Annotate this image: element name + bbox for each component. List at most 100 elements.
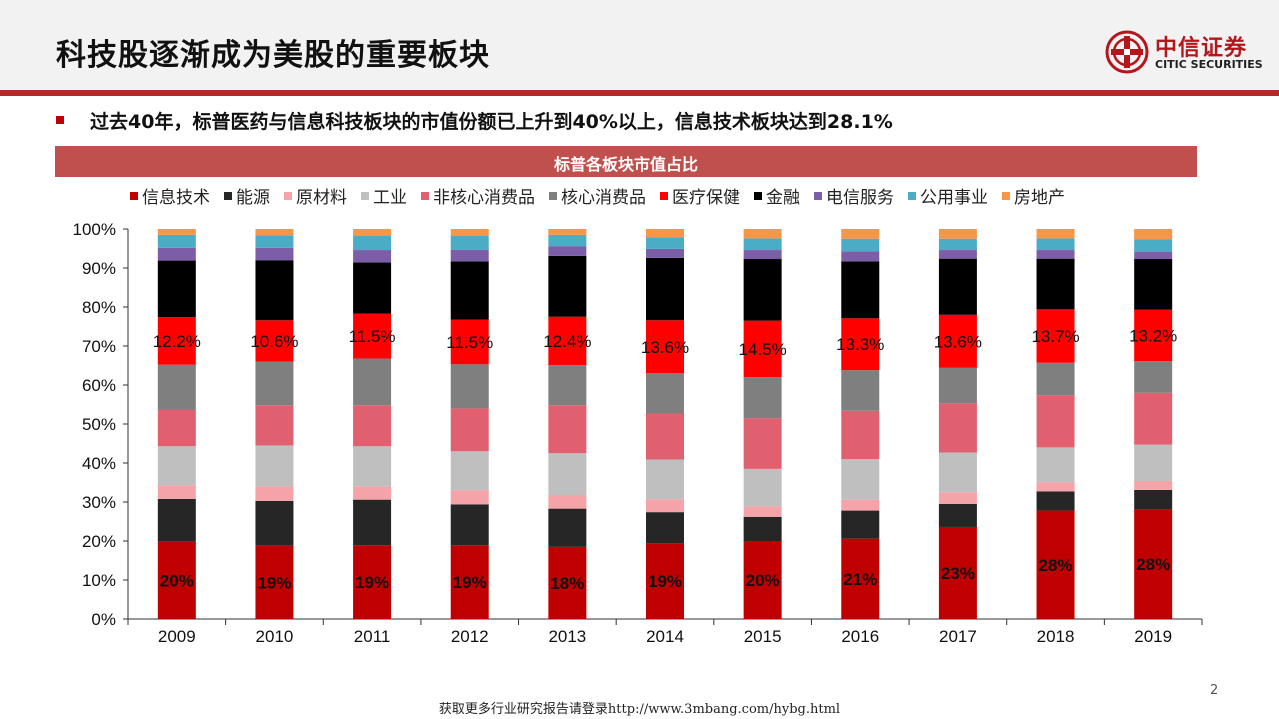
bar-segment-2013-10 <box>548 229 587 235</box>
legend-swatch-7 <box>754 192 762 200</box>
bar-segment-2016-5 <box>841 370 880 411</box>
logo-text-en: CITIC SECURITIES <box>1155 58 1263 71</box>
bar-segment-2012-0 <box>450 545 489 619</box>
bar-segment-2019-7 <box>1134 259 1173 310</box>
bar-segment-2015-10 <box>743 229 782 239</box>
bar-segment-2016-6 <box>841 318 880 371</box>
bar-segment-2009-7 <box>157 260 196 318</box>
footer-source-link[interactable]: 获取更多行业研究报告请登录http://www.3mbang.com/hybg.… <box>438 702 841 717</box>
bar-segment-2010-0 <box>255 545 294 619</box>
bar-segment-2016-2 <box>841 499 880 511</box>
bar-segment-2017-2 <box>938 492 977 504</box>
data-label-2018-6: 13.7% <box>1031 327 1079 346</box>
citic-logo: 中信证券 CITIC SECURITIES <box>1105 28 1265 78</box>
bar-segment-2015-7 <box>743 259 782 321</box>
bar-segment-2019-5 <box>1134 361 1173 393</box>
bar-segment-2010-9 <box>255 235 294 248</box>
bar-segment-2012-9 <box>450 236 489 250</box>
legend-label-7: 金融 <box>766 188 800 207</box>
bar-segment-2010-10 <box>255 229 294 236</box>
x-tick-label-2015: 2015 <box>744 627 782 646</box>
bar-segment-2013-6 <box>548 316 587 366</box>
legend-label-8: 电信服务 <box>826 188 894 207</box>
bar-segment-2014-10 <box>646 229 684 238</box>
bar-segment-2009-0 <box>157 541 196 619</box>
y-tick-label-9: 90% <box>82 259 116 278</box>
legend-label-1: 能源 <box>236 188 270 207</box>
bar-segment-2019-2 <box>1134 480 1173 490</box>
bar-segment-2014-9 <box>646 237 684 249</box>
bar-segment-2015-6 <box>743 320 782 378</box>
bar-segment-2013-3 <box>548 453 587 495</box>
bar-segment-2009-1 <box>157 498 196 542</box>
bar-segment-2010-1 <box>255 500 294 546</box>
bar-segment-2013-8 <box>548 246 587 256</box>
data-label-2015-6: 14.5% <box>739 340 787 359</box>
data-label-2017-0: 23% <box>941 564 975 583</box>
bar-segment-2011-1 <box>353 499 392 546</box>
bar-segment-2014-1 <box>646 512 684 544</box>
bar-segment-2013-0 <box>548 546 587 619</box>
legend-label-10: 房地产 <box>1014 188 1065 207</box>
y-tick-label-10: 100% <box>73 220 116 239</box>
bar-segment-2011-8 <box>353 250 392 263</box>
chart-title: 标普各板块市值占比 <box>553 155 698 174</box>
bar-segment-2017-3 <box>938 452 977 493</box>
bar-segment-2018-0 <box>1036 510 1075 619</box>
bar-segment-2017-9 <box>938 238 977 251</box>
data-label-2017-6: 13.6% <box>934 332 982 351</box>
bar-segment-2009-9 <box>157 234 196 248</box>
legend-swatch-2 <box>284 192 292 200</box>
bar-segment-2015-8 <box>743 250 782 260</box>
data-label-2010-6: 10.6% <box>250 332 298 351</box>
bar-segment-2015-2 <box>743 506 782 517</box>
bar-segment-2019-8 <box>1134 252 1173 260</box>
bar-segment-2013-7 <box>548 255 587 317</box>
bar-segment-2013-1 <box>548 508 587 547</box>
legend-label-6: 医疗保健 <box>672 188 740 207</box>
legend-label-2: 原材料 <box>296 188 347 207</box>
bar-segment-2014-7 <box>646 257 684 321</box>
bar-segment-2017-4 <box>938 403 977 453</box>
bar-segment-2018-4 <box>1036 395 1075 448</box>
subheadline: 过去40年，标普医药与信息科技板块的市值份额已上升到40%以上，信息技术板块达到… <box>90 111 893 133</box>
x-tick-label-2016: 2016 <box>841 627 879 646</box>
bar-segment-2011-9 <box>353 236 392 251</box>
bar-segment-2010-4 <box>255 405 294 446</box>
x-tick-label-2012: 2012 <box>451 627 489 646</box>
logo-text-cn: 中信证券 <box>1155 36 1248 61</box>
bar-segment-2016-3 <box>841 459 880 500</box>
legend-label-0: 信息技术 <box>142 188 210 207</box>
bar-segment-2014-4 <box>646 413 684 460</box>
bar-segment-2009-2 <box>157 485 196 499</box>
bar-segment-2016-0 <box>841 538 880 619</box>
bar-segment-2016-1 <box>841 510 880 539</box>
legend-swatch-5 <box>549 192 557 200</box>
x-tick-label-2009: 2009 <box>158 627 196 646</box>
data-label-2016-6: 13.3% <box>836 335 884 354</box>
bar-segment-2012-6 <box>450 319 489 365</box>
bar-segment-2016-8 <box>841 251 880 262</box>
legend-swatch-10 <box>1002 192 1010 200</box>
x-tick-label-2019: 2019 <box>1134 627 1172 646</box>
bar-segment-2010-6 <box>255 320 294 362</box>
bar-segment-2018-3 <box>1036 447 1075 483</box>
bar-segment-2010-8 <box>255 247 294 261</box>
bar-segment-2014-3 <box>646 459 684 500</box>
data-label-2019-6: 13.2% <box>1129 326 1177 345</box>
data-label-2018-0: 28% <box>1039 556 1073 575</box>
bar-segment-2015-1 <box>743 516 782 541</box>
bar-segment-2018-7 <box>1036 258 1075 310</box>
bar-segment-2011-4 <box>353 405 392 447</box>
legend-swatch-4 <box>421 192 429 200</box>
bar-segment-2012-7 <box>450 261 489 320</box>
bar-segment-2012-3 <box>450 451 489 491</box>
bar-segment-2011-6 <box>353 313 392 359</box>
data-label-2016-0: 21% <box>843 570 877 589</box>
bar-segment-2016-9 <box>841 238 880 252</box>
bar-segment-2018-9 <box>1036 238 1075 251</box>
header-bar <box>0 0 1279 90</box>
data-label-2011-0: 19% <box>355 573 389 592</box>
data-label-2009-6: 12.2% <box>153 332 201 351</box>
legend-label-5: 核心消费品 <box>561 188 646 207</box>
